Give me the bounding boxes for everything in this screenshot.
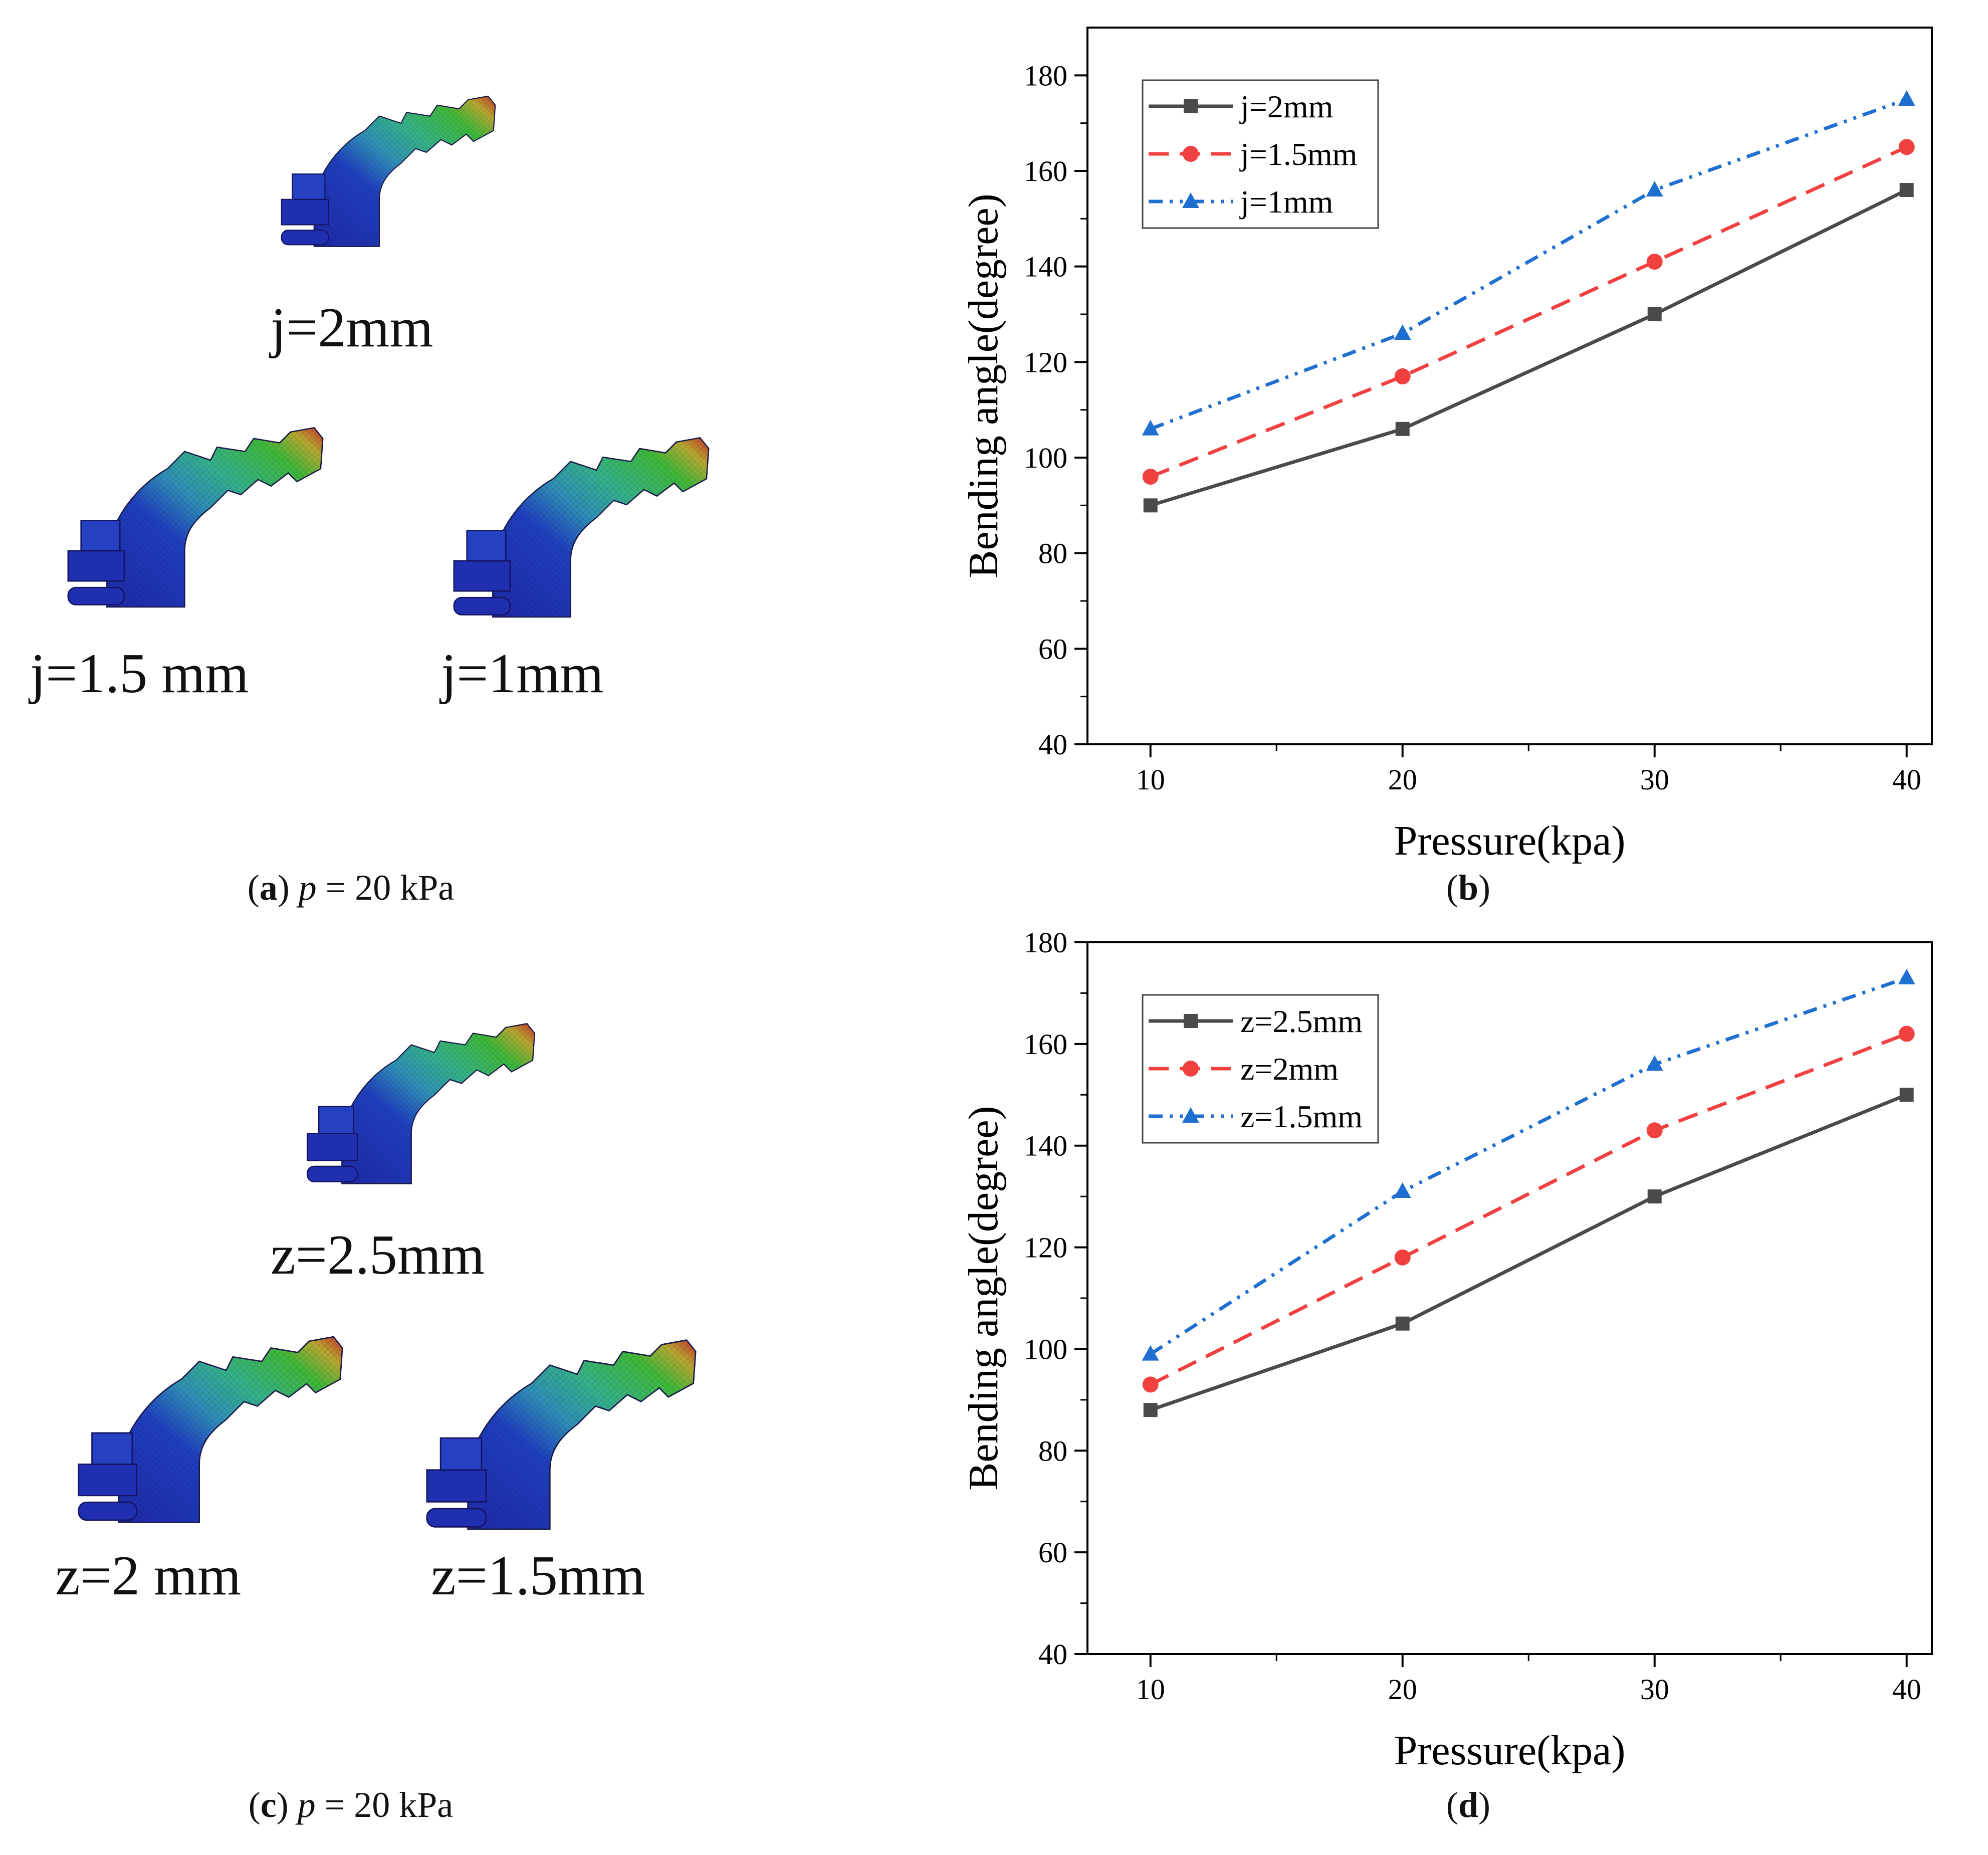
y-tick-label: 140 [1024, 251, 1067, 283]
y-tick-label: 180 [1024, 926, 1067, 959]
legend-marker-1 [1184, 1014, 1198, 1028]
series-line-2 [1150, 1032, 1907, 1386]
data-point-1 [1395, 422, 1410, 436]
actuator-image-z1-5 [426, 1339, 697, 1530]
panel-b: 40 60 80 100 120 140 160 180 10 20 30 40 Pressure(kp… [942, 0, 1988, 922]
y-tick-label: 180 [1024, 59, 1067, 92]
data-point-3 [1646, 181, 1663, 197]
x-tick-label: 20 [1388, 1673, 1417, 1706]
y-tick-label: 40 [1038, 728, 1067, 761]
data-point-3 [1646, 1055, 1663, 1071]
y-tick-label: 140 [1024, 1130, 1067, 1162]
data-point-3 [1898, 90, 1915, 106]
label-j1-5: j=1.5 mm [30, 643, 249, 705]
data-point-3 [1142, 420, 1159, 436]
y-axis-label: Bending angle(degree) [960, 1106, 1007, 1490]
data-point-2 [1898, 139, 1915, 155]
data-point-2 [1142, 1376, 1159, 1393]
legend-label-1: j=2mm [1239, 89, 1333, 124]
x-axis-label: Pressure(kpa) [1394, 1727, 1626, 1774]
data-point-3 [1142, 1345, 1159, 1361]
data-point-2 [1646, 1122, 1663, 1139]
legend-label-1: z=2.5mm [1240, 1003, 1363, 1039]
y-tick-label: 80 [1038, 1434, 1067, 1467]
data-point-1 [1143, 498, 1158, 513]
y-axis-label: Bending angle(degree) [960, 193, 1007, 578]
legend-label-2: z=2mm [1240, 1051, 1339, 1087]
data-point-1 [1395, 1316, 1410, 1331]
chart-b: 40 60 80 100 120 140 160 180 10 20 30 40 Pressure(kp… [960, 27, 1933, 864]
data-point-3 [1898, 969, 1915, 984]
legend-marker-1 [1184, 99, 1198, 113]
legend-label-2: j=1.5mm [1239, 136, 1357, 172]
panel-d: 40 60 80 100 120 140 160 180 10 20 30 40 Pressure(kp… [942, 922, 1988, 1852]
x-tick-label: 40 [1892, 1673, 1921, 1706]
y-tick-label: 160 [1024, 155, 1067, 187]
data-point-1 [1899, 183, 1914, 197]
legend-marker-3 [1182, 192, 1199, 208]
x-axis-label: Pressure(kpa) [1394, 817, 1626, 864]
y-tick-label: 120 [1024, 1231, 1067, 1264]
data-point-1 [1647, 1189, 1662, 1204]
x-tick-label: 20 [1388, 763, 1417, 796]
caption-b: (b) [1446, 868, 1490, 908]
label-j1: j=1mm [441, 643, 604, 705]
label-z2-5: z=2.5mm [271, 1224, 485, 1286]
legend-marker-2 [1183, 1061, 1199, 1077]
label-z2: z=2 mm [55, 1545, 242, 1607]
data-point-2 [1142, 469, 1159, 485]
y-tick-label: 80 [1038, 537, 1067, 570]
y-tick-label: 40 [1038, 1638, 1067, 1671]
data-point-1 [1647, 307, 1662, 321]
series-line-1 [1150, 188, 1908, 507]
x-tick-label: 10 [1136, 763, 1165, 796]
data-point-2 [1394, 1249, 1411, 1266]
actuator-image-z2-5 [306, 1023, 536, 1184]
caption-c: (c) p = 20 kPa [248, 1785, 454, 1825]
panel-a: j=2mm j=1.5 mm j=1mm (a) p = 20 kPa [0, 0, 752, 922]
data-point-2 [1646, 254, 1663, 270]
actuator-image-j1-5 [67, 427, 324, 608]
y-tick-label: 60 [1038, 633, 1067, 665]
legend-marker-2 [1183, 146, 1199, 162]
actuator-image-z2 [78, 1336, 343, 1523]
y-tick-label: 60 [1038, 1536, 1067, 1569]
y-tick-label: 100 [1024, 442, 1067, 474]
plot-frame [1086, 27, 1933, 745]
data-point-3 [1394, 324, 1411, 340]
x-tick-label: 30 [1640, 1673, 1669, 1706]
data-point-2 [1394, 368, 1411, 384]
actuator-image-j2 [281, 95, 496, 247]
series-line-2 [1150, 145, 1908, 479]
y-tick-label: 100 [1024, 1333, 1067, 1365]
data-point-2 [1898, 1025, 1915, 1042]
caption-d: (d) [1446, 1785, 1490, 1825]
panel-c: z=2.5mm z=2 mm z=1.5mm (c) p = 20 kPa [0, 922, 752, 1852]
legend-marker-3 [1182, 1107, 1199, 1123]
data-point-1 [1899, 1088, 1914, 1102]
x-tick-label: 30 [1640, 763, 1669, 796]
x-tick-label: 40 [1892, 763, 1921, 796]
label-z1-5: z=1.5mm [431, 1545, 645, 1607]
y-tick-label: 160 [1024, 1028, 1067, 1061]
series-line-3 [1150, 97, 1907, 431]
data-point-3 [1394, 1182, 1411, 1198]
label-j2: j=2mm [271, 297, 433, 359]
series-line-1 [1150, 1093, 1908, 1412]
actuator-image-j1 [453, 437, 710, 618]
legend-label-3: j=1mm [1239, 184, 1333, 220]
chart-d: 40 60 80 100 120 140 160 180 10 20 30 40 Pressure(kp… [960, 926, 1933, 1774]
y-tick-label: 120 [1024, 346, 1067, 378]
caption-a: (a) p = 20 kPa [247, 868, 455, 908]
data-point-1 [1143, 1403, 1158, 1417]
legend-label-3: z=1.5mm [1240, 1099, 1363, 1134]
x-tick-label: 10 [1136, 1673, 1165, 1706]
